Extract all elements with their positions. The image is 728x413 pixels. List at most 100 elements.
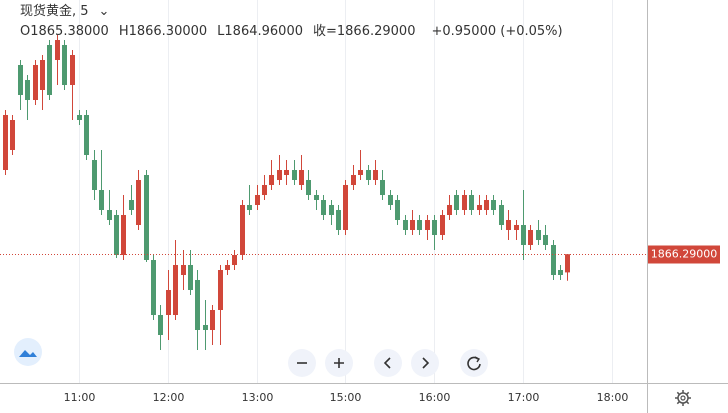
ohlc-value: +0.95000 (+0.05%) [431, 24, 563, 39]
candle-body [166, 290, 171, 315]
candle-body [558, 270, 563, 275]
candle-body [255, 195, 260, 205]
x-tick-label: 16:00 [419, 391, 451, 404]
x-tick-label: 12:00 [153, 391, 185, 404]
candle-body [395, 200, 400, 220]
candle-body [336, 210, 341, 230]
settings-icon[interactable] [675, 390, 691, 406]
candle-body [410, 220, 415, 230]
candle-body [469, 195, 474, 210]
zoom-in-button[interactable] [325, 349, 353, 377]
candle-body [521, 225, 526, 245]
candle-body [358, 170, 363, 175]
candle-body [158, 315, 163, 335]
candle-body [129, 200, 134, 210]
candle-body [462, 195, 467, 210]
candle-body [284, 170, 289, 175]
candle-body [514, 225, 519, 230]
x-tick-label: 13:00 [242, 391, 274, 404]
candle-body [351, 175, 356, 185]
ohlc-value: 收=1866.29000 [313, 24, 416, 39]
candle-body [99, 190, 104, 210]
candle-body [528, 230, 533, 245]
candle-body [151, 260, 156, 315]
candle-body [25, 80, 30, 100]
candle-body [277, 170, 282, 180]
x-tick-label: 11:00 [64, 391, 96, 404]
candle-body [144, 175, 149, 260]
candle-body [543, 235, 548, 245]
candle-body [40, 60, 45, 90]
x-tick-label: 15:00 [330, 391, 362, 404]
candle-body [70, 55, 75, 85]
candle-body [3, 115, 8, 170]
candle-body [440, 215, 445, 235]
candle-body [92, 160, 97, 190]
candle-body [121, 215, 126, 255]
candle-body [499, 205, 504, 225]
candle-body [417, 220, 422, 230]
candle-body [329, 205, 334, 215]
ohlc-value: L1864.96000 [217, 24, 303, 39]
candle-body [477, 205, 482, 210]
ohlc-row: O1865.38000 H1866.30000 L1864.96000 收=1866.… [20, 22, 563, 42]
candle-body [366, 170, 371, 180]
zoom-out-button[interactable] [288, 349, 316, 377]
candle-body [10, 120, 15, 150]
candle-body [432, 220, 437, 235]
ohlc-value: O1865.38000 [20, 24, 109, 39]
candle-body [292, 170, 297, 180]
candle-body [203, 325, 208, 330]
candle-body [181, 265, 186, 275]
candle-body [447, 205, 452, 215]
candle-body [403, 220, 408, 230]
last-price-box [648, 245, 720, 264]
scroll-left-button[interactable] [374, 349, 402, 377]
candle-body [247, 205, 252, 210]
candle-body [454, 195, 459, 210]
chevron[interactable]: ⌄ [98, 4, 110, 19]
candle-body [425, 220, 430, 230]
candle-body [314, 195, 319, 200]
candle-body [18, 65, 23, 95]
candle-body [210, 310, 215, 330]
candle-body [62, 45, 67, 85]
reset-button[interactable] [460, 349, 488, 377]
candle-body [107, 210, 112, 220]
candle-body [299, 170, 304, 185]
candle-body [195, 280, 200, 330]
candle-body [84, 115, 89, 155]
candle-body [173, 265, 178, 315]
candle-body [188, 265, 193, 290]
candle-body [388, 195, 393, 205]
candle-body [262, 185, 267, 195]
candle-body [269, 175, 274, 185]
symbol[interactable]: 现货黄金, 5 [20, 4, 89, 19]
candle-body [321, 200, 326, 215]
x-tick-label: 17:00 [508, 391, 540, 404]
legend: 现货黄金, 5 ⌄ O1865.38000 H1866.30000 L1864.960… [20, 2, 563, 42]
candle-body [225, 265, 230, 270]
candle-body [343, 185, 348, 230]
candle-body [47, 45, 52, 95]
scroll-right-button[interactable] [411, 349, 439, 377]
candle-body [218, 270, 223, 310]
candle-body [491, 200, 496, 210]
candle-body [373, 170, 378, 180]
candle-body [55, 40, 60, 60]
candle-body [484, 200, 489, 210]
candle-body [240, 205, 245, 255]
ohlc-value: H1866.30000 [118, 24, 208, 39]
candle-body [114, 215, 119, 255]
x-tick-label: 18:00 [597, 391, 629, 404]
candle-body [136, 180, 141, 225]
candle-body [232, 255, 237, 265]
candle-body [565, 254, 570, 273]
candle-body [380, 180, 385, 195]
candle-body [506, 220, 511, 230]
candle-body [33, 65, 38, 100]
candles [3, 35, 570, 350]
logo[interactable] [14, 338, 42, 366]
